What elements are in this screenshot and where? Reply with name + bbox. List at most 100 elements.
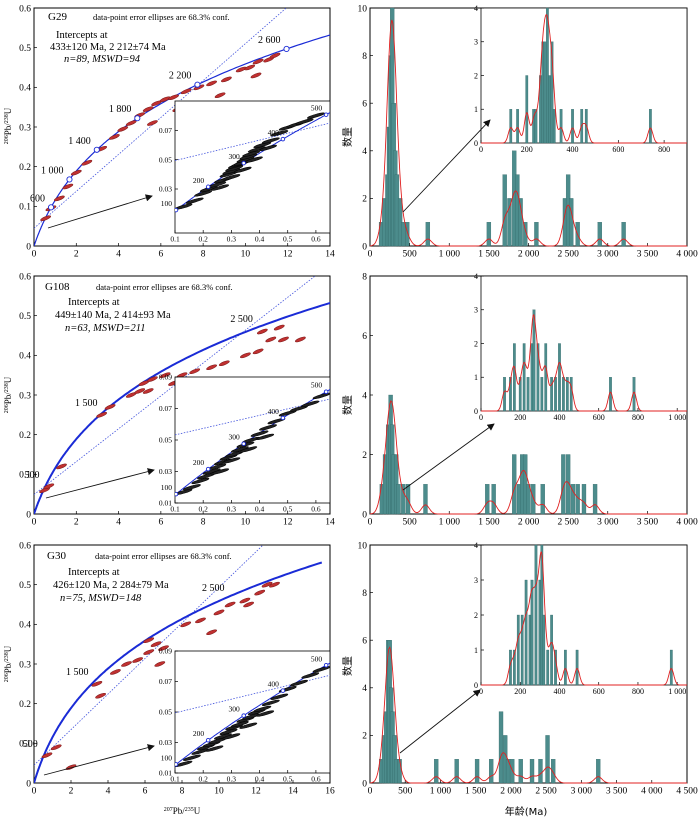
y-axis-label-histogram-3: 数量 bbox=[341, 656, 354, 676]
concordia-g30-ellipse-7 bbox=[132, 657, 143, 663]
histogram-inset-3-ytick-label-0: 0 bbox=[474, 681, 478, 690]
histogram-inset-1-ytick-label-4: 4 bbox=[474, 4, 478, 13]
histogram-3-xtick-label-5: 2 500 bbox=[535, 787, 557, 797]
concordia-g30-xtick-label-3: 6 bbox=[143, 787, 148, 797]
intercepts-title-g29: Intercepts at bbox=[56, 30, 108, 41]
histogram-2-xtick-label-1: 500 bbox=[403, 518, 418, 528]
concordia-inset-g29-ellipse-21 bbox=[295, 118, 314, 125]
concordia-g108-ellipse-18 bbox=[295, 336, 306, 343]
concordia-g108-ytick-label-4: 0.4 bbox=[19, 352, 31, 362]
histogram-1-xtick-label-5: 2 500 bbox=[557, 250, 579, 260]
concordia-g30-ellipse-10 bbox=[143, 637, 155, 643]
concordia-g30-xtick-label-5: 10 bbox=[214, 787, 224, 797]
histogram-3-ytick-label-1: 2 bbox=[362, 732, 367, 742]
concordia-g30-ytick-label-3: 0.3 bbox=[19, 660, 31, 670]
concordia-g30-xtick-label-0: 0 bbox=[32, 787, 37, 797]
histogram-3-ytick-label-2: 4 bbox=[362, 684, 367, 694]
concordia-g30-ytick-label-4: 0.4 bbox=[19, 621, 31, 631]
concordia-g30-ytick-label-1: 0.1 bbox=[19, 740, 31, 750]
concordia-g29-ellipse-15 bbox=[180, 88, 192, 95]
concordia-inset-g108-age-marker-0 bbox=[175, 491, 179, 497]
concordia-g108-xtick-label-3: 6 bbox=[158, 518, 163, 528]
histogram-2-bar-10 bbox=[423, 484, 428, 515]
concordia-inset-g108-xtick-label-4: 0.5 bbox=[283, 505, 293, 514]
concordia-inset-g108-age-marker-2 bbox=[241, 441, 246, 446]
histogram-bars-1: 0 500 1 000 1 500 2 000 2 500 3 000 3 500 4 0000… bbox=[358, 4, 698, 259]
histogram-inset-2-bar-14 bbox=[562, 377, 565, 412]
concordia-g29-age-marker-3 bbox=[134, 115, 141, 122]
sample-label-g30: G30 bbox=[47, 550, 66, 562]
concordia-g30-xtick-label-7: 14 bbox=[288, 787, 298, 797]
histogram-inset-3-frame bbox=[480, 544, 688, 686]
concordia-g108-ytick-label-5: 0.5 bbox=[19, 312, 31, 322]
histogram-2-bar-22 bbox=[570, 484, 576, 515]
concordia-g29-age-marker-2 bbox=[93, 146, 100, 153]
histogram-3-kde-curve bbox=[369, 646, 687, 784]
histogram-inset-2-xtick-label-1: 200 bbox=[514, 413, 526, 422]
data-ellipses-g108: 500 1 500 2 500 bbox=[24, 276, 330, 514]
concordia-inset-g30-ellipse-15 bbox=[270, 693, 289, 700]
concordia-g29-xtick-label-2: 4 bbox=[116, 250, 121, 260]
concordia-g108-ytick-label-1: 0.1 bbox=[19, 471, 31, 481]
concordia-g108-xtick-label-7: 14 bbox=[325, 518, 335, 528]
concordia-inset-g108-ellipse-2 bbox=[191, 477, 210, 485]
concordia-inset-g30-ellipse-14 bbox=[261, 699, 280, 706]
histogram-inset-3: 0 200 400 600 800 1 000 0 1 2 3 4 bbox=[474, 541, 688, 696]
concordia-inset-g108-xtick-label-3: 0.4 bbox=[255, 505, 265, 514]
concordia-inset-g29-ytick-label-1: 0.05 bbox=[159, 155, 172, 164]
histogram-inset-1-bar-7 bbox=[543, 41, 547, 144]
stats-g29: n=89, MSWD=94 bbox=[64, 54, 141, 65]
concordia-g108-ellipse-8 bbox=[147, 376, 158, 382]
concordia-g29-ellipse-17 bbox=[206, 80, 217, 87]
concordia-g30-xtick-label-2: 4 bbox=[106, 787, 111, 797]
histogram-inset-3-bar-16 bbox=[669, 649, 673, 686]
concordia-g29-age-marker-4 bbox=[194, 81, 201, 88]
concordia-inset-g29-plot-area bbox=[175, 112, 330, 213]
histogram-1-bar-18 bbox=[518, 198, 523, 247]
concordia-inset-g108-ellipse-1 bbox=[182, 484, 201, 491]
concordia-g30-ellipse-1 bbox=[50, 744, 62, 751]
concordia-inset-g29-xtick-label-2: 0.3 bbox=[227, 235, 237, 244]
inset-g108: 0.1 0.2 0.3 0.4 0.5 0.6 0.01 0.03 0.05 0.07 0.09 10… bbox=[159, 373, 331, 514]
concordia-g30-ytick-label-2: 0.2 bbox=[19, 700, 31, 710]
concordia-g108-age-label-2: 2 500 bbox=[230, 314, 253, 325]
concordia-g29-ellipse-14 bbox=[168, 94, 179, 101]
concordia-g29-ellipse-21 bbox=[252, 58, 264, 65]
histogram-3-bar-18 bbox=[518, 759, 523, 784]
histogram-inset-1-xtick-label-3: 600 bbox=[612, 145, 624, 154]
histogram-inset-3-bar-2 bbox=[516, 614, 520, 686]
concordia-inset-g30-plot-area bbox=[175, 662, 330, 767]
concordia-inset-g29-ellipse-24 bbox=[222, 174, 241, 181]
concordia-inset-g108-ytick-label-0: 0.01 bbox=[159, 499, 172, 508]
histogram-inset-3-bar-1 bbox=[513, 649, 516, 686]
histogram-2-bar-7 bbox=[396, 484, 401, 515]
concordia-g30-ellipse-16 bbox=[239, 597, 251, 604]
histogram-inset-2-frame bbox=[480, 275, 688, 412]
histogram-1-xtick-label-1: 500 bbox=[403, 250, 418, 260]
histogram-inset-3-xtick-label-0: 0 bbox=[479, 687, 483, 696]
concordia-inset-g108-age-label-2: 300 bbox=[228, 433, 240, 442]
concordia-inset-g29-age-marker-4 bbox=[323, 112, 329, 117]
histogram-inset-2-xtick-label-0: 0 bbox=[479, 413, 483, 422]
histogram-inset-3-bar-11 bbox=[546, 649, 550, 686]
concordia-inset-g108-ellipse-12 bbox=[250, 430, 269, 437]
concordia-inset-g108-xtick-label-1: 0.2 bbox=[198, 505, 208, 514]
concordia-axes-g30: 0 2 4 6 8 10 12 14 16 0 0.1 0.2 0.3 0.4 0.5 0.6 bbox=[19, 541, 335, 796]
concordia-inset-g30-age-marker-2 bbox=[241, 713, 246, 718]
concordia-inset-g29-age-marker-0 bbox=[175, 207, 179, 213]
data-ellipses-g30: 500 1 500 2 500 bbox=[23, 545, 323, 783]
histogram-2-xtick-label-0: 0 bbox=[368, 518, 373, 528]
histogram-3-ytick-label-4: 8 bbox=[362, 589, 367, 599]
histogram-2-xtick-label-2: 1 000 bbox=[439, 518, 461, 528]
histogram-2-bar-12 bbox=[491, 484, 496, 515]
histogram-inset-3-bar-15 bbox=[575, 649, 579, 686]
histogram-1-xtick-label-4: 2 000 bbox=[518, 250, 540, 260]
concordia-inset-g108-ellipse-14 bbox=[267, 418, 286, 425]
histogram-2-bar-11 bbox=[485, 484, 490, 515]
concordia-g108-ytick-label-3: 0.3 bbox=[19, 391, 31, 401]
histogram-1-bar-10 bbox=[401, 222, 406, 247]
concordia-inset-g108-plot-area bbox=[175, 388, 330, 497]
histogram-3-bar-21 bbox=[545, 735, 550, 784]
stats-g108: n=63, MSWD=211 bbox=[65, 323, 145, 334]
